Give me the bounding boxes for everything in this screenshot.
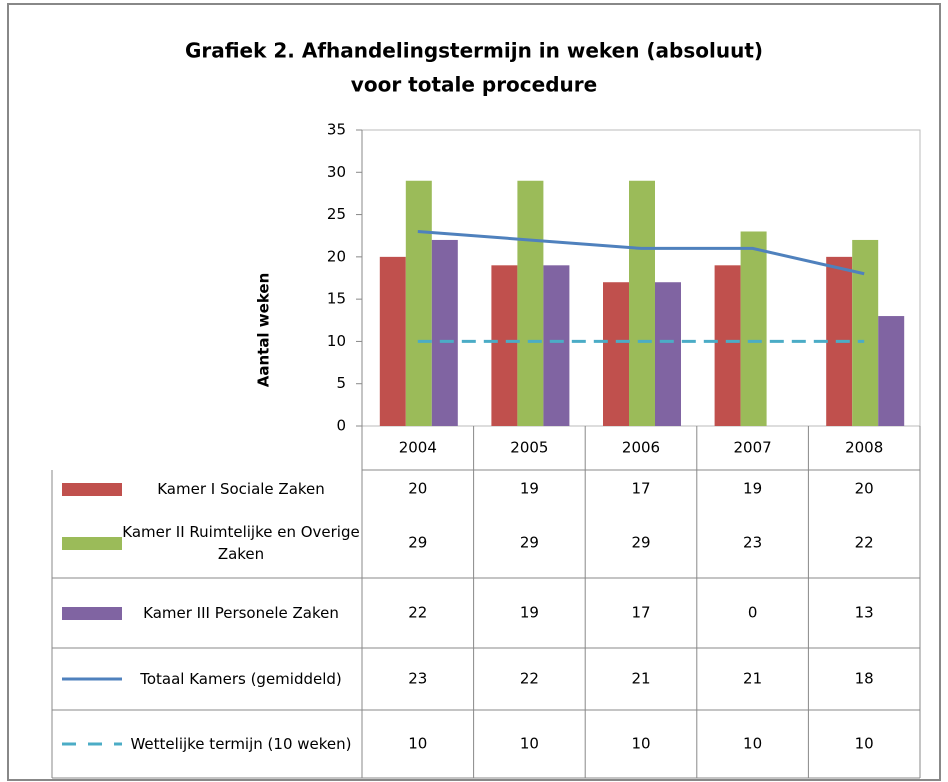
bar — [852, 239, 879, 426]
legend-box: Kamer III Personele Zaken — [143, 604, 339, 622]
table-value: 29 — [631, 534, 650, 552]
bar — [491, 265, 518, 426]
y-tick-label: 0 — [336, 417, 346, 435]
legend-label: Kamer III Personele Zaken — [143, 604, 339, 622]
legend-box: Wettelijke termijn (10 weken) — [130, 735, 352, 753]
bar — [740, 231, 767, 426]
legend-box: Kamer I Sociale Zaken — [157, 480, 325, 498]
table-value: 29 — [520, 534, 539, 552]
legend-key — [62, 607, 122, 620]
y-tick-label: 30 — [327, 163, 346, 181]
legend-box: Kamer II Ruimtelijke en Overige Zaken — [122, 523, 360, 563]
bar — [517, 180, 544, 426]
table-value: 17 — [631, 604, 650, 622]
table-value: 19 — [743, 480, 762, 498]
x-tick-label: 2006 — [622, 439, 660, 457]
table-value: 0 — [748, 604, 758, 622]
y-tick-label: 15 — [327, 290, 346, 308]
table-value: 19 — [520, 604, 539, 622]
bar — [629, 180, 655, 426]
table-value: 10 — [855, 735, 874, 753]
y-tick-label: 20 — [327, 247, 346, 265]
y-tick-label: 35 — [327, 121, 346, 139]
table-value: 17 — [631, 480, 650, 498]
legend-box: Totaal Kamers (gemiddeld) — [140, 670, 342, 688]
bar — [878, 316, 905, 426]
bar — [379, 256, 406, 426]
line-series — [417, 229, 865, 276]
legend-label: Kamer II Ruimtelijke en Overige Zaken — [122, 523, 360, 563]
legend-key — [62, 537, 122, 550]
table-value: 22 — [408, 604, 427, 622]
legend-label: Wettelijke termijn (10 weken) — [130, 735, 352, 753]
table-value: 18 — [855, 670, 874, 688]
table-value: 23 — [743, 534, 762, 552]
table-value: 10 — [743, 735, 762, 753]
frame — [7, 3, 941, 781]
table-value: 20 — [408, 480, 427, 498]
table-value: 22 — [520, 670, 539, 688]
bar — [714, 265, 741, 426]
bar — [405, 180, 432, 426]
x-tick-label: 2007 — [734, 439, 772, 457]
chart-subtitle: voor totale procedure — [351, 73, 597, 97]
table-value: 10 — [408, 735, 427, 753]
y-tick-label: 25 — [327, 205, 346, 223]
table-value: 19 — [520, 480, 539, 498]
chart-title: Grafiek 2. Afhandelingstermijn in weken … — [185, 39, 763, 63]
table-value: 22 — [855, 534, 874, 552]
bar — [603, 282, 629, 426]
table-value: 29 — [408, 534, 427, 552]
x-tick-label: 2005 — [510, 439, 548, 457]
table-value: 21 — [631, 670, 650, 688]
table-value: 10 — [631, 735, 650, 753]
x-tick-label: 2004 — [399, 439, 437, 457]
x-tick-label: 2008 — [845, 439, 883, 457]
y-tick-label: 5 — [336, 374, 346, 392]
legend-label: Kamer I Sociale Zaken — [157, 480, 325, 498]
legend-label: Totaal Kamers (gemiddeld) — [140, 670, 342, 688]
table-value: 10 — [520, 735, 539, 753]
bar — [655, 282, 681, 426]
y-tick-label: 10 — [327, 332, 346, 350]
table-value: 20 — [855, 480, 874, 498]
table-value: 21 — [743, 670, 762, 688]
table-value: 23 — [408, 670, 427, 688]
bar — [543, 265, 570, 426]
table-value: 13 — [855, 604, 874, 622]
legend-key — [62, 483, 122, 496]
y-axis-label: Aantal weken — [255, 273, 273, 388]
bar — [431, 239, 458, 426]
